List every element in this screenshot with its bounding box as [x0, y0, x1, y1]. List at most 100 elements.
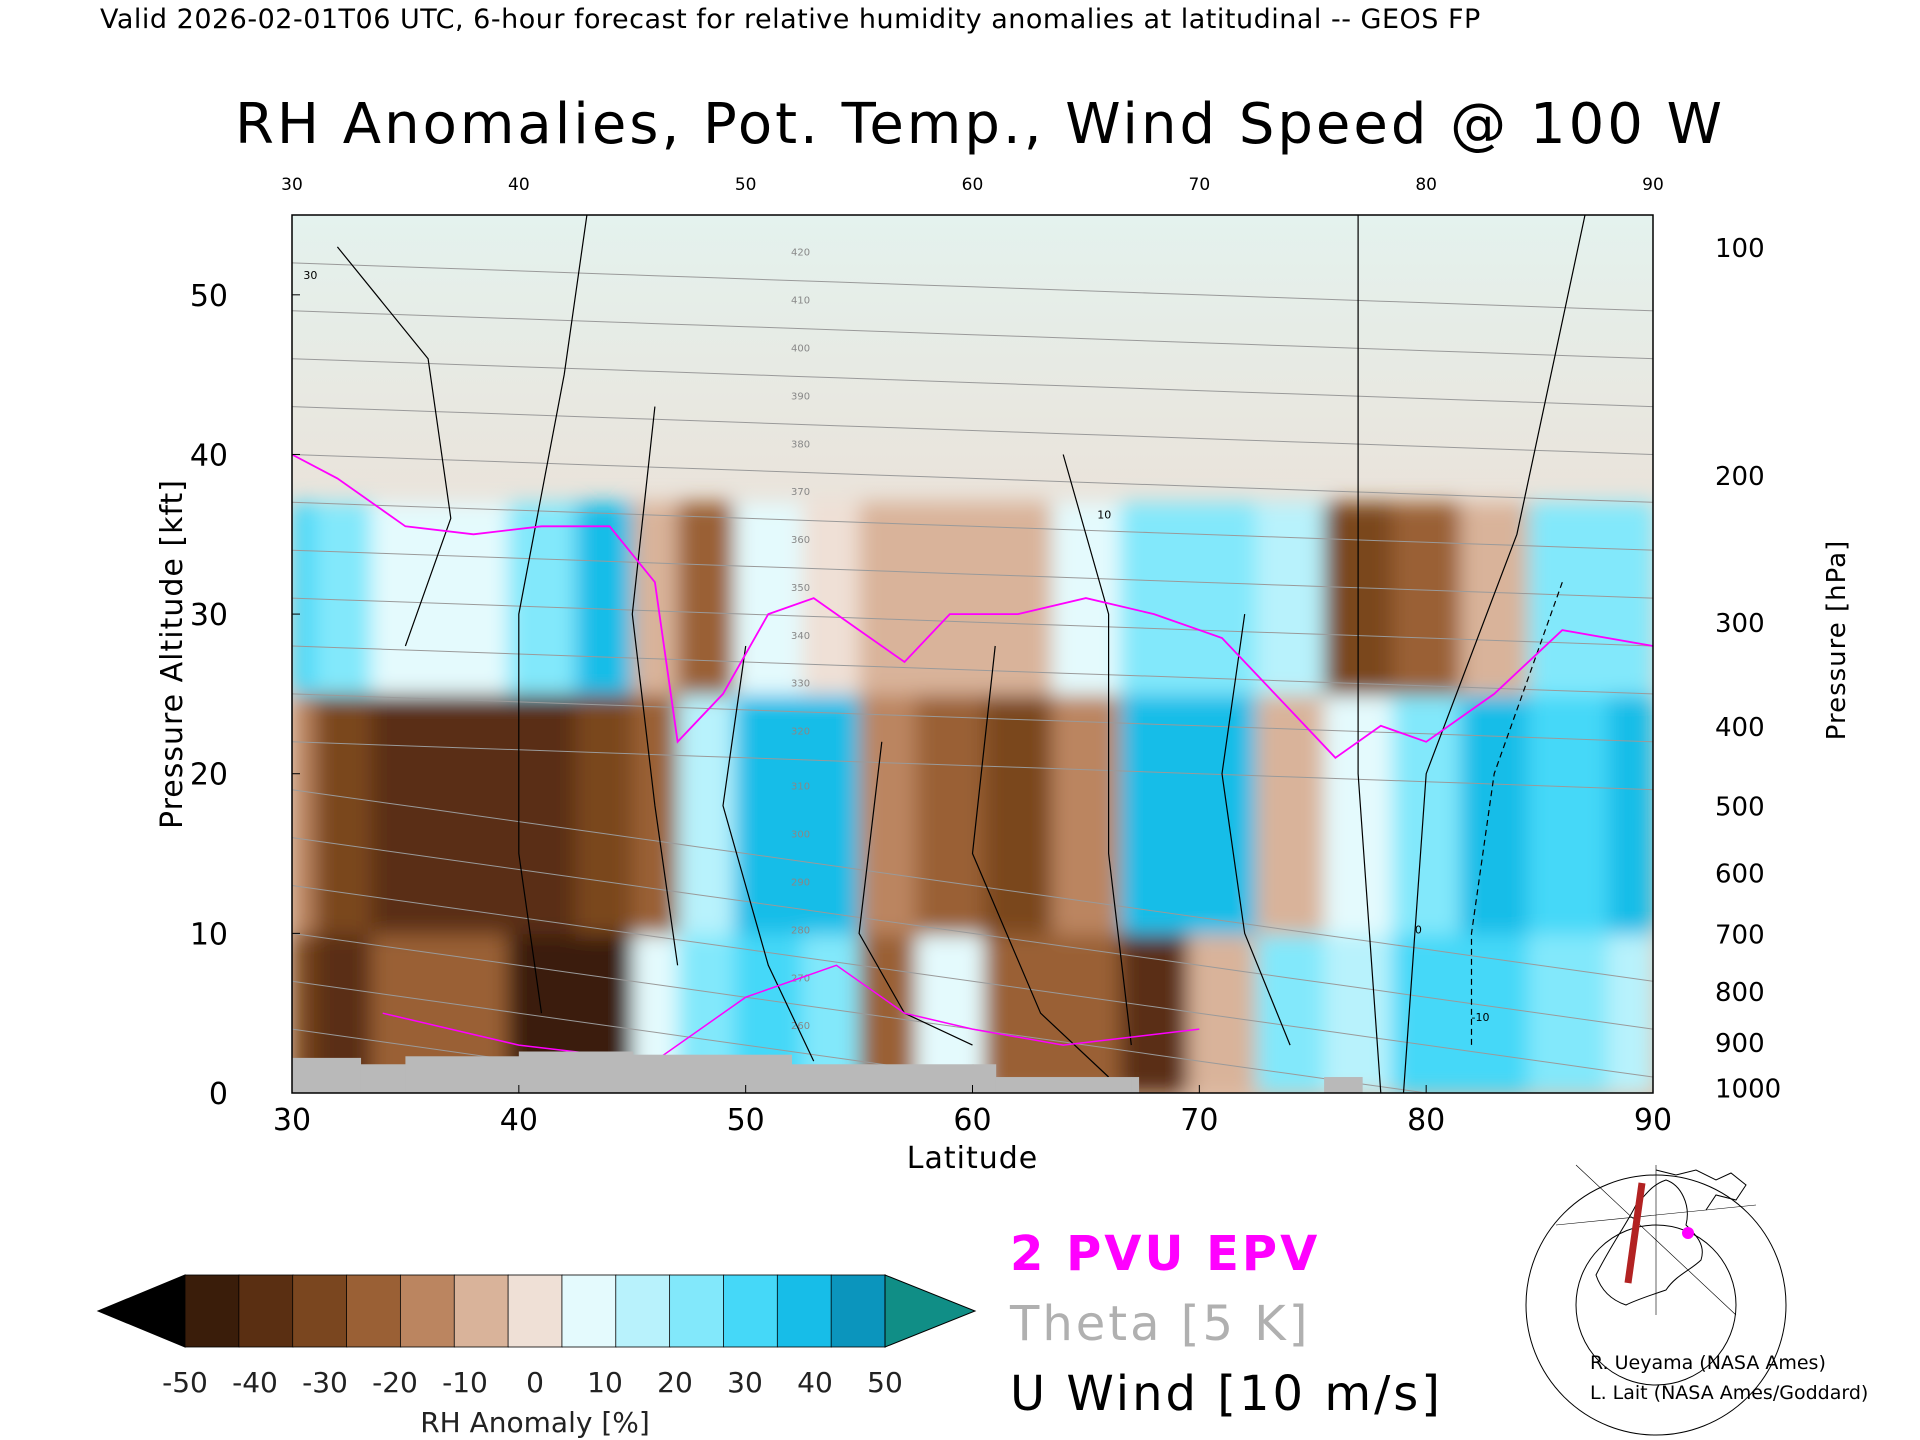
- colorbar-tick-label: 30: [727, 1366, 763, 1399]
- anomaly-cell: [314, 693, 373, 935]
- wind-label: 10: [1097, 508, 1111, 521]
- x-tick-label-top: 80: [1415, 175, 1437, 195]
- terrain-block: [972, 1064, 997, 1093]
- anomaly-cell: [507, 693, 577, 935]
- anomaly-cell: [915, 502, 985, 695]
- anomaly-cell: [575, 693, 634, 935]
- wind-label: -10: [1472, 1011, 1490, 1024]
- terrain-block: [405, 1056, 520, 1093]
- x-tick-label-bottom: 40: [500, 1103, 538, 1138]
- colorbar-tick-label: 0: [526, 1366, 544, 1399]
- theta-isoline: [292, 406, 1653, 455]
- x-tick-label-bottom: 60: [953, 1103, 991, 1138]
- colorbar-swatch: [776, 1274, 833, 1348]
- header-text: Valid 2026-02-01T06 UTC, 6-hour forecast…: [100, 4, 1481, 35]
- anomaly-cell: [1607, 693, 1653, 935]
- terrain-block: [1324, 1077, 1363, 1093]
- x-tick-label-top: 30: [281, 175, 303, 195]
- colorbar-swatch: [669, 1274, 725, 1348]
- terrain-block: [518, 1051, 634, 1093]
- x-tick-label-top: 50: [735, 175, 757, 195]
- x-tick-label-top: 90: [1642, 175, 1664, 195]
- anomaly-cell: [632, 693, 679, 935]
- wind-contour: [1221, 614, 1291, 1046]
- anomaly-cell: [292, 933, 316, 1093]
- locator-map: [1525, 1164, 1787, 1436]
- x-tick-label-bottom: 30: [273, 1103, 311, 1138]
- anomaly-cell: [734, 502, 804, 695]
- theta-label: 330: [791, 679, 810, 690]
- y-tick-label-left: 50: [190, 279, 228, 314]
- anomaly-cell: [1187, 502, 1258, 695]
- colorbar-arrow-low: [96, 1274, 186, 1348]
- colorbar-tick-label: 40: [797, 1366, 833, 1399]
- theta-label: 410: [791, 296, 810, 307]
- terrain-block: [1131, 1077, 1140, 1093]
- colorbar-arrow-high: [884, 1274, 977, 1348]
- wind-contour: [858, 741, 973, 1046]
- anomaly-cell: [1256, 933, 1326, 1093]
- y-tick-label-right: 100: [1715, 234, 1765, 264]
- terrain-block: [292, 1057, 362, 1093]
- wind-contour: [336, 246, 452, 647]
- anomaly-cell: [632, 502, 679, 695]
- theta-isoline: [292, 501, 1653, 551]
- anomaly-cell: [1051, 933, 1121, 1093]
- pv2-line-lower: [382, 964, 1200, 1062]
- colorbar-swatch: [238, 1274, 294, 1348]
- x-tick-label-bottom: 80: [1407, 1103, 1445, 1138]
- wind-contour: [631, 406, 679, 966]
- colorbar-tick-label: 20: [657, 1366, 693, 1399]
- anomaly-cell: [802, 693, 861, 935]
- theta-label: 360: [791, 535, 810, 546]
- colorbar-swatch: [615, 1274, 671, 1348]
- anomaly-cell: [1324, 933, 1394, 1093]
- colorbar-tick-label: -40: [232, 1366, 278, 1399]
- x-tick-label-bottom: 70: [1180, 1103, 1218, 1138]
- terrain-block: [768, 1054, 793, 1093]
- theta-isoline: [292, 358, 1653, 408]
- y-tick-label-left: 10: [190, 917, 228, 952]
- y-axis-label-left: Pressure Altitude [kft]: [155, 479, 190, 829]
- anomaly-cell: [575, 502, 634, 695]
- anomaly-cell: [1392, 502, 1462, 695]
- legend-epv: 2 PVU EPV: [1010, 1226, 1321, 1282]
- colorbar-swatch: [830, 1274, 886, 1348]
- y-tick-label-right: 400: [1715, 713, 1765, 743]
- map-coastline-north: [1655, 1169, 1747, 1211]
- anomaly-cell: [1607, 933, 1653, 1093]
- anomaly-cell: [677, 502, 736, 695]
- colorbar-swatch: [184, 1274, 240, 1348]
- wind-contour: [971, 645, 1110, 1078]
- theta-label: 380: [791, 439, 810, 450]
- y-tick-label-right: 500: [1715, 793, 1765, 823]
- wind-contour: [722, 645, 815, 1062]
- y-tick-label-left: 20: [190, 758, 228, 793]
- theta-label: 400: [791, 343, 810, 354]
- anomaly-cell: [859, 502, 917, 695]
- anomaly-cell: [1392, 933, 1462, 1093]
- theta-label: 300: [791, 830, 810, 841]
- anomaly-cell: [371, 693, 441, 935]
- anomaly-cell: [983, 693, 1053, 935]
- anomaly-cell: [292, 693, 316, 935]
- anomaly-cell: [507, 502, 577, 695]
- colorbar-swatch: [561, 1274, 617, 1348]
- colorbar-swatch: [453, 1274, 509, 1348]
- wind-label: 30: [303, 269, 317, 282]
- y-tick-label-right: 900: [1715, 1029, 1765, 1059]
- theta-label: 420: [791, 248, 810, 259]
- colorbar-tick-label: 10: [587, 1366, 623, 1399]
- theta-label: 370: [791, 487, 810, 498]
- theta-label: 390: [791, 391, 810, 402]
- legend-uwind: U Wind [10 m/s]: [1010, 1366, 1444, 1422]
- colorbar-swatch: [723, 1274, 779, 1348]
- x-tick-label-top: 60: [962, 175, 984, 195]
- anomaly-cell: [1119, 693, 1189, 935]
- wind-contour: [1357, 215, 1382, 1093]
- anomaly-cell: [915, 693, 985, 935]
- anomaly-cell: [1528, 502, 1609, 695]
- theta-label: 310: [791, 782, 810, 793]
- anomaly-cell: [734, 693, 804, 935]
